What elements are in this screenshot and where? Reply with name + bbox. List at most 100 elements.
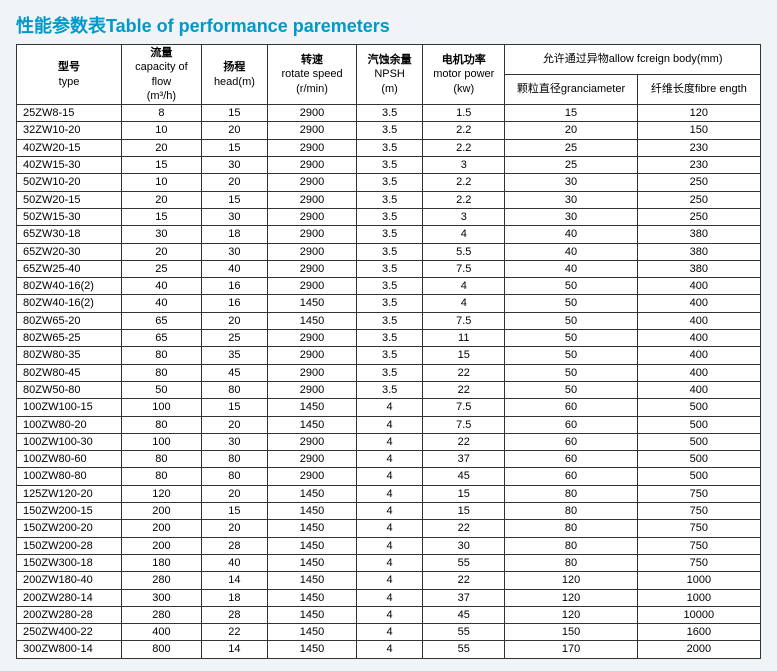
cell-value: 50: [505, 381, 637, 398]
th-flow: 流量 capacity of flow (m³/h): [121, 45, 201, 105]
cell-value: 15: [505, 105, 637, 122]
cell-type: 100ZW80-20: [17, 416, 122, 433]
cell-value: 1450: [268, 485, 357, 502]
table-row: 50ZW10-20102029003.52.230250: [17, 174, 761, 191]
th-flow-en: capacity of flow: [126, 60, 197, 89]
cell-value: 10: [121, 122, 201, 139]
th-power-en: motor power: [427, 67, 500, 81]
cell-value: 4: [357, 520, 423, 537]
cell-value: 7.5: [423, 312, 505, 329]
th-npsh-cn: 汽蚀余量: [361, 53, 418, 67]
th-allow-text: 允许通过异物allow fcreign body(mm): [543, 53, 723, 65]
th-flow-unit: (m³/h): [126, 89, 197, 103]
cell-value: 200: [121, 503, 201, 520]
cell-type: 100ZW80-80: [17, 468, 122, 485]
cell-value: 50: [505, 278, 637, 295]
cell-type: 25ZW8-15: [17, 105, 122, 122]
cell-value: 3.5: [357, 295, 423, 312]
performance-table: 型号 type 流量 capacity of flow (m³/h) 扬程 he…: [16, 44, 761, 659]
cell-type: 150ZW200-28: [17, 537, 122, 554]
th-npsh: 汽蚀余量 NPSH (m): [357, 45, 423, 105]
cell-value: 4: [357, 485, 423, 502]
table-row: 150ZW200-2020020145042280750: [17, 520, 761, 537]
cell-value: 80: [201, 468, 267, 485]
cell-value: 3.5: [357, 278, 423, 295]
cell-value: 10: [121, 174, 201, 191]
cell-value: 3.5: [357, 122, 423, 139]
cell-value: 400: [121, 624, 201, 641]
cell-value: 40: [121, 295, 201, 312]
cell-value: 400: [637, 364, 760, 381]
cell-value: 750: [637, 485, 760, 502]
cell-value: 1450: [268, 624, 357, 641]
table-row: 80ZW65-25652529003.51150400: [17, 330, 761, 347]
th-power: 电机功率 motor power (kw): [423, 45, 505, 105]
cell-value: 750: [637, 554, 760, 571]
cell-value: 7.5: [423, 260, 505, 277]
cell-value: 4: [357, 468, 423, 485]
cell-value: 120: [121, 485, 201, 502]
cell-value: 4: [357, 503, 423, 520]
cell-type: 80ZW80-45: [17, 364, 122, 381]
th-grain: 颗粒直径granciameter: [505, 75, 637, 105]
cell-value: 15: [201, 399, 267, 416]
th-fibre: 纤维长度fibre ength: [637, 75, 760, 105]
cell-value: 30: [201, 208, 267, 225]
cell-value: 20: [505, 122, 637, 139]
cell-type: 150ZW200-15: [17, 503, 122, 520]
cell-type: 50ZW15-30: [17, 208, 122, 225]
cell-type: 65ZW20-30: [17, 243, 122, 260]
cell-value: 3: [423, 157, 505, 174]
th-npsh-unit: (m): [361, 82, 418, 96]
cell-type: 40ZW15-30: [17, 157, 122, 174]
cell-value: 3.5: [357, 226, 423, 243]
cell-value: 250: [637, 208, 760, 225]
cell-value: 50: [121, 381, 201, 398]
cell-value: 30: [505, 191, 637, 208]
cell-value: 2900: [268, 105, 357, 122]
table-row: 200ZW280-143001814504371201000: [17, 589, 761, 606]
cell-value: 1600: [637, 624, 760, 641]
table-row: 65ZW20-30203029003.55.540380: [17, 243, 761, 260]
cell-value: 30: [505, 174, 637, 191]
cell-type: 200ZW180-40: [17, 572, 122, 589]
cell-value: 4: [357, 624, 423, 641]
cell-value: 400: [637, 295, 760, 312]
cell-value: 15: [201, 191, 267, 208]
cell-value: 4: [357, 537, 423, 554]
cell-value: 80: [505, 554, 637, 571]
cell-value: 7.5: [423, 399, 505, 416]
cell-value: 250: [637, 174, 760, 191]
table-row: 80ZW65-20652014503.57.550400: [17, 312, 761, 329]
table-row: 40ZW20-15201529003.52.225230: [17, 139, 761, 156]
cell-value: 40: [201, 260, 267, 277]
cell-value: 1.5: [423, 105, 505, 122]
cell-value: 500: [637, 433, 760, 450]
cell-value: 2900: [268, 122, 357, 139]
cell-value: 400: [637, 330, 760, 347]
table-row: 100ZW100-1510015145047.560500: [17, 399, 761, 416]
cell-value: 170: [505, 641, 637, 658]
th-head-cn: 扬程: [206, 60, 263, 74]
table-row: 100ZW80-608080290043760500: [17, 451, 761, 468]
cell-value: 300: [121, 589, 201, 606]
cell-type: 40ZW20-15: [17, 139, 122, 156]
cell-value: 1450: [268, 312, 357, 329]
cell-value: 20: [121, 243, 201, 260]
cell-value: 230: [637, 157, 760, 174]
cell-value: 120: [637, 105, 760, 122]
th-power-unit: (kw): [427, 82, 500, 96]
cell-value: 2900: [268, 139, 357, 156]
cell-value: 280: [121, 572, 201, 589]
cell-value: 15: [201, 139, 267, 156]
cell-value: 80: [505, 503, 637, 520]
cell-value: 750: [637, 503, 760, 520]
cell-value: 400: [637, 381, 760, 398]
cell-value: 150: [637, 122, 760, 139]
cell-value: 25: [505, 157, 637, 174]
cell-value: 80: [121, 451, 201, 468]
th-allow: 允许通过异物allow fcreign body(mm): [505, 45, 761, 75]
cell-value: 5.5: [423, 243, 505, 260]
cell-value: 15: [201, 503, 267, 520]
cell-type: 100ZW100-30: [17, 433, 122, 450]
